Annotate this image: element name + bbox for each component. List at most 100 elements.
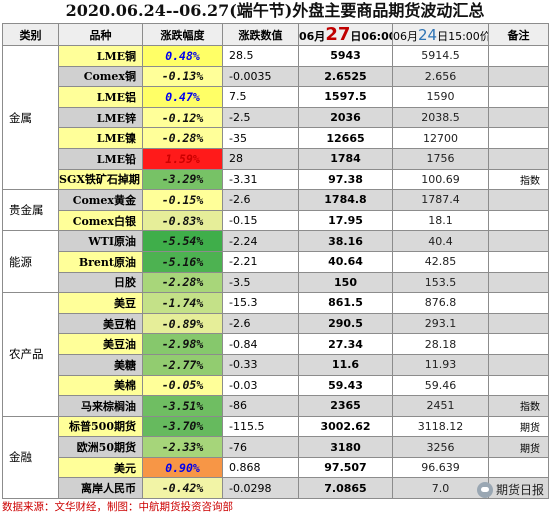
price-27: 38.16	[298, 230, 393, 252]
note	[488, 127, 549, 149]
category-cell: 贵金属	[2, 189, 59, 232]
value-change: 28	[222, 147, 299, 170]
watermark-text: 期货日报	[495, 483, 544, 497]
price-24: 96.639	[392, 456, 489, 479]
pct-change: -2.98%	[142, 333, 223, 355]
pct-change: -3.51%	[142, 395, 223, 417]
category-cell: 能源	[2, 230, 59, 294]
header-note: 备注	[488, 23, 549, 46]
pct-change: -0.15%	[142, 189, 223, 211]
price-24: 59.46	[392, 374, 489, 397]
value-change: -0.0035	[222, 65, 299, 88]
note	[488, 230, 549, 252]
value-change: -2.24	[222, 230, 299, 252]
value-change: -35	[222, 127, 299, 149]
price-27: 97.507	[298, 456, 393, 479]
futures-table: 类别 品种 涨跌幅度 涨跌数值 06月27日06:00价格 06月24日15:0…	[2, 23, 549, 500]
product-name: 欧洲50期货	[58, 436, 143, 458]
price-24: 2451	[392, 395, 489, 417]
table-header-row: 类别 品种 涨跌幅度 涨跌数值 06月27日06:00价格 06月24日15:0…	[2, 23, 549, 46]
product-name: 美豆粕	[58, 312, 143, 335]
value-change: -86	[222, 395, 299, 417]
table-row: 美棉 -0.05% -0.03 59.43 59.46	[3, 374, 549, 397]
source-footer: 数据来源：文华财经，制图：中航期货投资咨询部	[2, 501, 233, 513]
header-27-suffix: 日06:00价格	[350, 30, 391, 43]
value-change: 28.5	[222, 45, 299, 67]
price-27: 5943	[298, 45, 393, 67]
value-change: -2.6	[222, 312, 299, 335]
table-row: Comex白银 -0.83% -0.15 17.95 18.1	[3, 209, 549, 232]
price-24: 40.4	[392, 230, 489, 252]
pct-change: -0.83%	[142, 209, 223, 232]
product-name: WTI原油	[58, 230, 143, 252]
price-27: 3180	[298, 436, 393, 458]
table-row: Brent原油 -5.16% -2.21 40.64 42.85	[3, 250, 549, 273]
note	[488, 292, 549, 314]
price-27: 40.64	[298, 250, 393, 273]
note: 指数	[488, 168, 549, 191]
pct-change: 1.59%	[142, 147, 223, 170]
note: 期货	[488, 415, 549, 438]
note	[488, 250, 549, 273]
pct-change: -0.12%	[142, 106, 223, 129]
value-change: -0.33	[222, 353, 299, 376]
product-name: 美豆	[58, 292, 143, 314]
price-27: 17.95	[298, 209, 393, 232]
price-24: 293.1	[392, 312, 489, 335]
page-title: 2020.06.24--06.27(端午节)外盘主要商品期货波动汇总	[65, 1, 485, 20]
price-24: 876.8	[392, 292, 489, 314]
value-change: -3.5	[222, 271, 299, 294]
price-24: 11.93	[392, 353, 489, 376]
header-pct: 涨跌幅度	[142, 23, 223, 46]
table-row: 金融 标普500期货 -3.70% -115.5 3002.62 3118.12 期货	[2, 415, 549, 500]
price-24: 18.1	[392, 209, 489, 232]
product-name: LME锌	[58, 106, 143, 129]
value-change: -0.15	[222, 209, 299, 232]
note	[488, 45, 549, 67]
note	[488, 65, 549, 88]
price-24: 2.656	[392, 65, 489, 88]
pct-change: 0.48%	[142, 45, 223, 67]
table-row: LME锌 -0.12% -2.5 2036 2038.5	[3, 106, 549, 129]
pct-change: -0.05%	[142, 374, 223, 397]
price-27: 290.5	[298, 312, 393, 335]
product-name: LME铝	[58, 86, 143, 108]
category-cell: 农产品	[2, 292, 59, 417]
product-name: 马来棕榈油	[58, 395, 143, 417]
pct-change: -5.16%	[142, 250, 223, 273]
table-row: 离岸人民币 -0.42% -0.0298 7.0865 7.0	[3, 477, 549, 500]
pct-change: -3.29%	[142, 168, 223, 191]
category-cell: 金属	[2, 44, 59, 191]
table-row: Comex铜 -0.13% -0.0035 2.6525 2.656	[3, 65, 549, 88]
header-27-prefix: 06月	[299, 30, 326, 43]
value-change: -2.5	[222, 106, 299, 129]
note	[488, 209, 549, 232]
value-change: -115.5	[222, 415, 299, 438]
product-name: Comex黄金	[58, 189, 143, 211]
note: 期货	[488, 436, 549, 458]
price-24: 12700	[392, 127, 489, 149]
price-27: 2036	[298, 106, 393, 129]
table-row: 美糖 -2.77% -0.33 11.6 11.93	[3, 353, 549, 376]
product-name: Brent原油	[58, 250, 143, 273]
note	[488, 477, 549, 500]
price-27: 1597.5	[298, 86, 393, 108]
pct-change: 0.90%	[142, 456, 223, 479]
pct-change: -3.70%	[142, 415, 223, 438]
table-row: LME铝 0.47% 7.5 1597.5 1590	[3, 86, 549, 108]
price-27: 7.0865	[298, 477, 393, 500]
product-name: 美元	[58, 456, 143, 479]
table-row: 欧洲50期货 -2.33% -76 3180 3256 期货	[3, 436, 549, 458]
watermark: 期货日报	[476, 481, 544, 498]
price-24: 1590	[392, 86, 489, 108]
table-row: 美豆油 -2.98% -0.84 27.34 28.18	[3, 333, 549, 355]
header-27-day: 27	[325, 24, 351, 45]
price-27: 3002.62	[298, 415, 393, 438]
price-24: 5914.5	[392, 45, 489, 67]
value-change: -0.84	[222, 333, 299, 355]
price-27: 97.38	[298, 168, 393, 191]
header-category: 类别	[2, 23, 59, 46]
table-row: 日胶 -2.28% -3.5 150 153.5	[3, 271, 549, 294]
product-name: LME铅	[58, 147, 143, 170]
product-name: LME铜	[58, 45, 143, 67]
